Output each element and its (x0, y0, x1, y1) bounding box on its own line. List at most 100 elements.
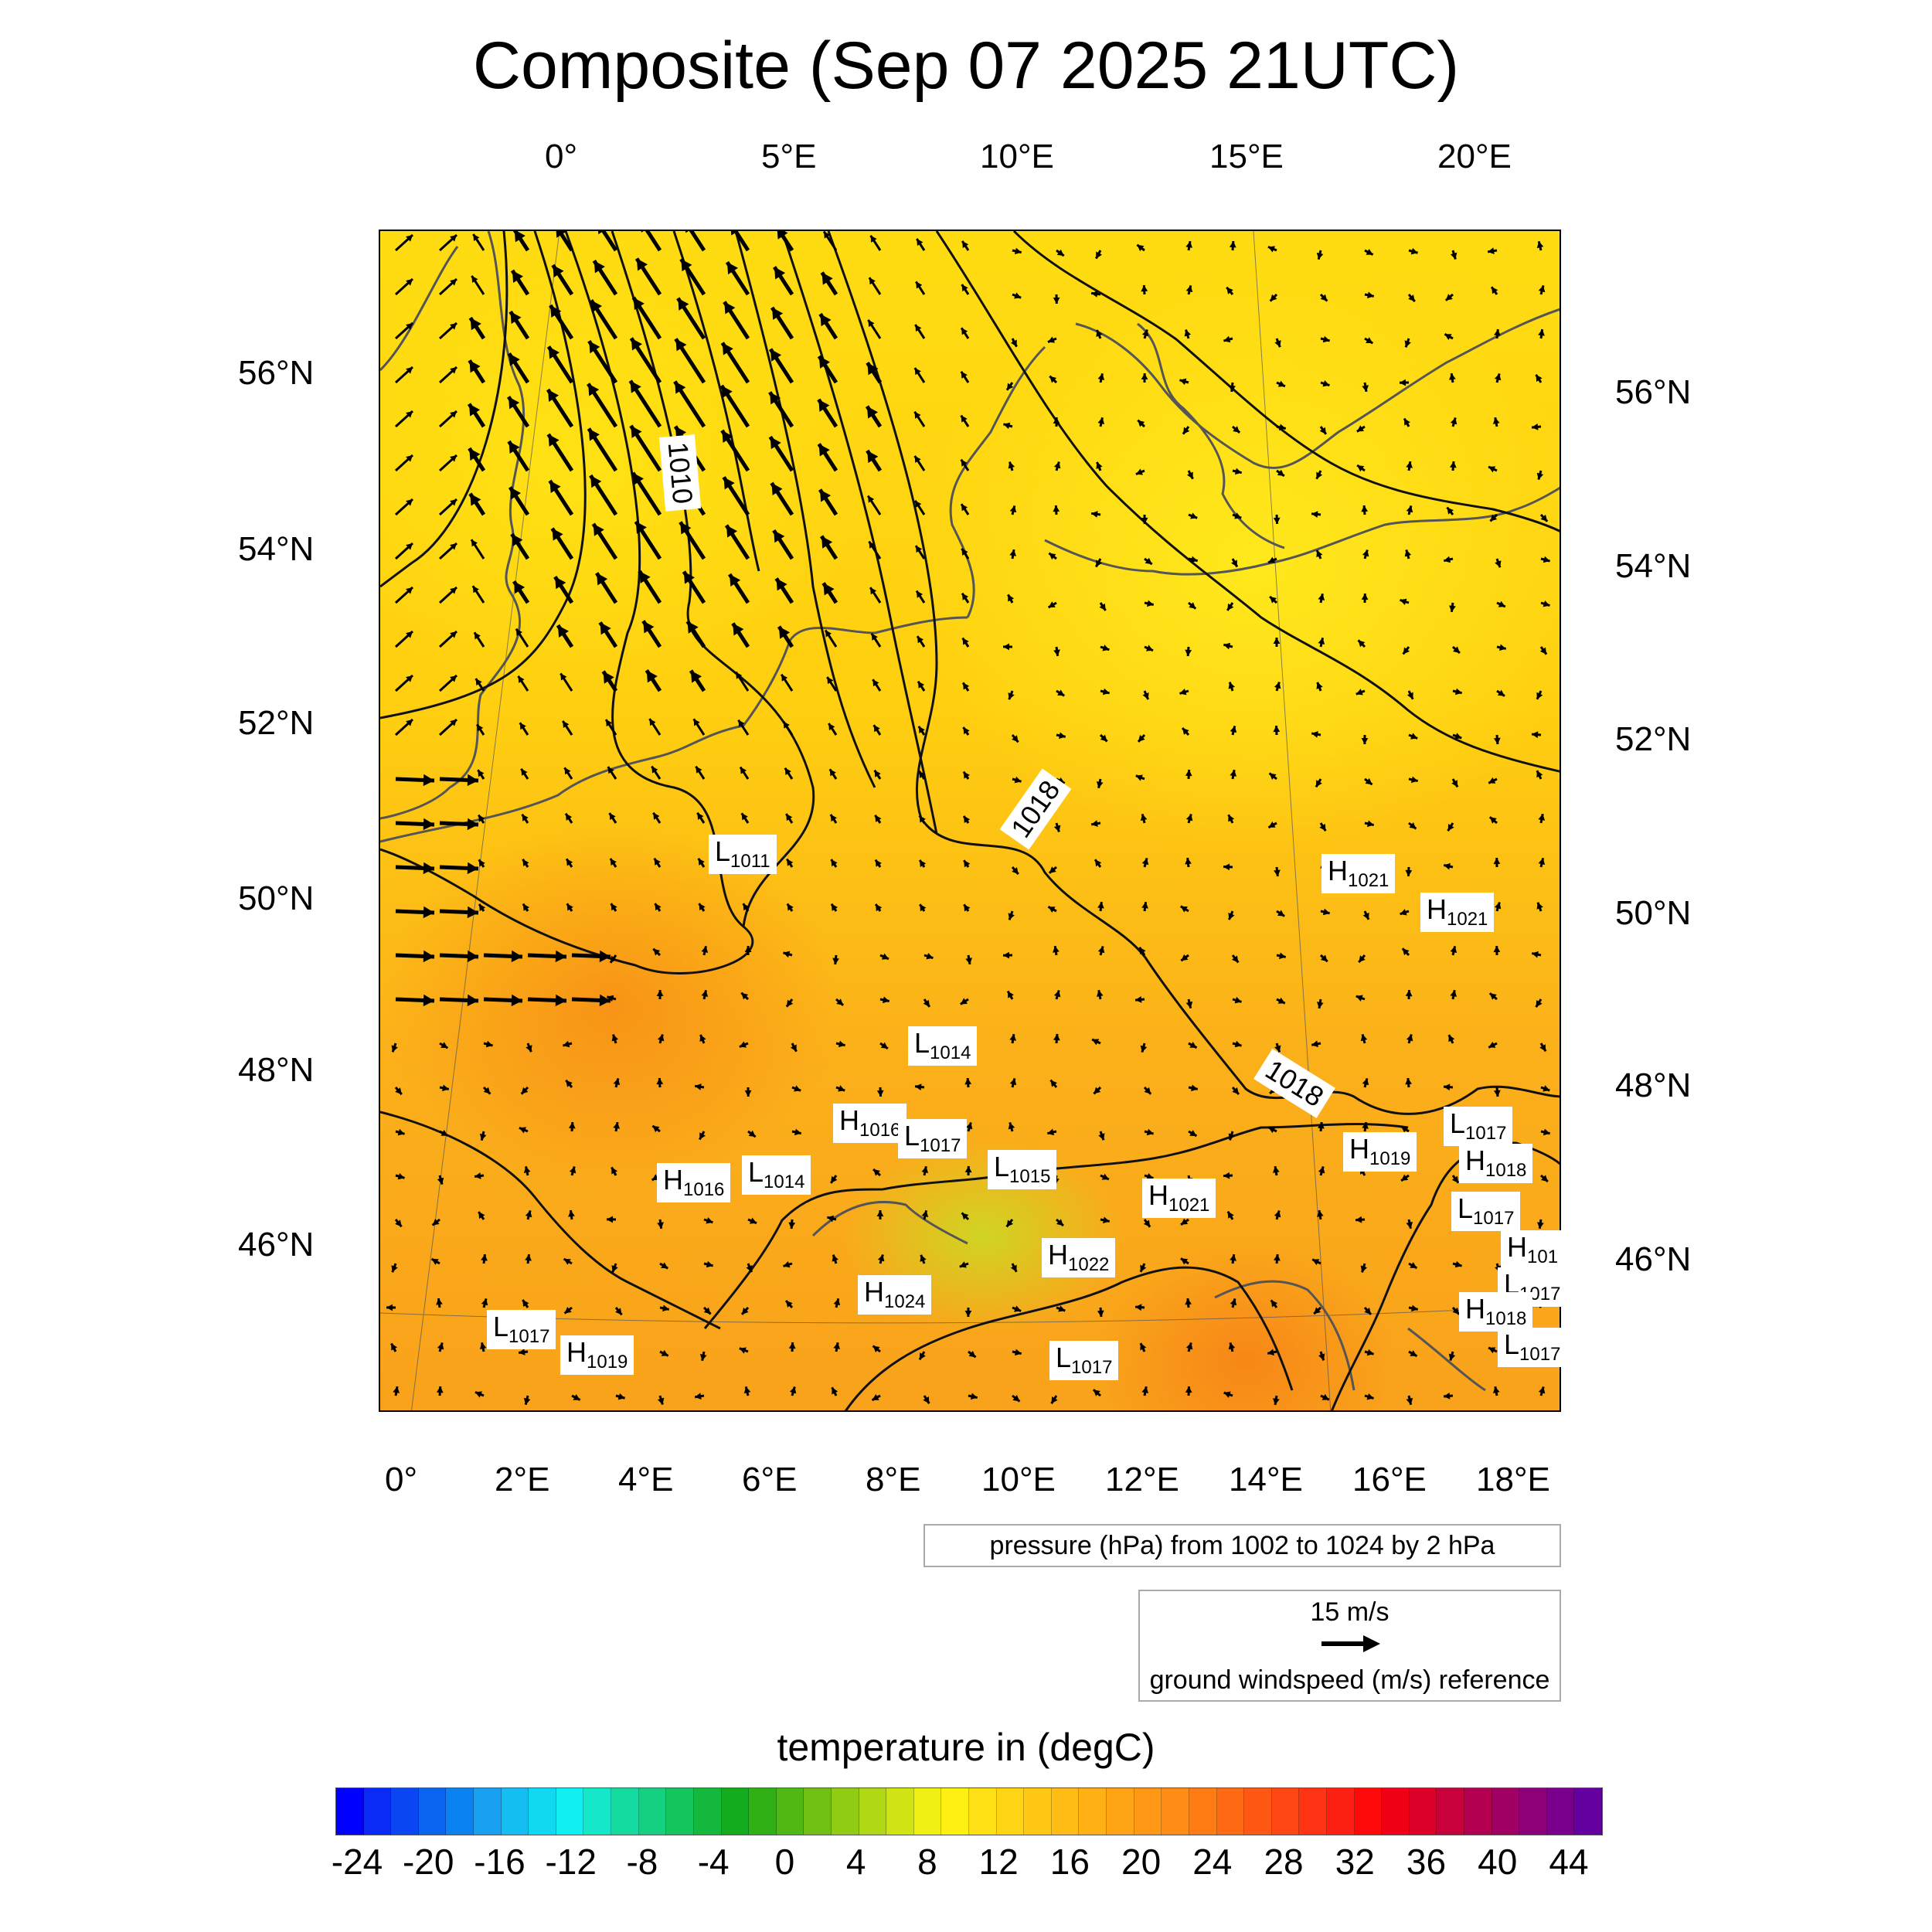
wind-arrow-head (1367, 291, 1374, 299)
wind-arrow-head (639, 571, 651, 584)
wind-arrow-head (1189, 602, 1196, 609)
wind-arrow-head (964, 1166, 972, 1173)
wind-arrow-head (431, 1259, 439, 1265)
colorbar-swatch (804, 1788, 832, 1835)
wind-arrow-head (509, 487, 522, 500)
wind-arrow-head (1141, 373, 1148, 380)
wind-arrow-head (923, 999, 930, 1007)
wind-arrow-head (1451, 780, 1458, 787)
wind-arrow-head (1404, 549, 1412, 557)
wind-arrow-head (1312, 1259, 1320, 1266)
colorbar-swatch (1107, 1788, 1134, 1835)
pressure-center-value: 1024 (884, 1291, 926, 1313)
wind-arrow-head (467, 906, 478, 919)
wind-arrow-head (1490, 514, 1498, 522)
wind-arrow-head (549, 481, 561, 493)
wind-arrow-head (917, 636, 924, 644)
wind-arrow-head (872, 679, 879, 687)
bottom-axis-label: 4°E (618, 1461, 674, 1498)
wind-arrow-head (919, 770, 926, 778)
wind-arrow-head (1053, 417, 1060, 424)
wind-arrow-head (917, 238, 923, 247)
wind-arrow-head (820, 314, 832, 327)
right-axis-label: 54°N (1615, 547, 1692, 585)
colorbar-tick-label: 12 (978, 1842, 1019, 1882)
wind-arrow-head (563, 720, 570, 728)
wind-arrow-head (1404, 418, 1410, 426)
wind-arrow-head (1230, 1254, 1236, 1261)
wind-arrow-head (1406, 1397, 1413, 1405)
wind-arrow-head (1095, 859, 1102, 867)
wind-arrow-head (1409, 822, 1417, 829)
wind-arrow-head (779, 626, 791, 639)
wind-arrow-head (680, 522, 692, 535)
wind-arrow-head (869, 541, 876, 549)
wind-arrow-head (560, 673, 567, 681)
wind-arrow-head (656, 990, 664, 997)
left-axis-label: 46°N (238, 1226, 315, 1264)
wind-arrow-head (1091, 820, 1098, 827)
wind-arrow-head (1048, 601, 1056, 608)
wind-arrow-head (1400, 909, 1407, 916)
wind-arrow-head (641, 231, 644, 233)
wind-arrow-head (1008, 913, 1015, 920)
wind-arrow-head (776, 578, 787, 591)
wind-arrow-head (730, 574, 741, 587)
wind-arrow-head (1141, 329, 1149, 337)
wind-arrow-head (1318, 594, 1325, 600)
pressure-center-label: L1017 (1498, 1328, 1567, 1367)
wind-arrow-head (964, 904, 971, 912)
wind-arrow-head (569, 1166, 577, 1174)
wind-arrow-head (867, 406, 879, 419)
wind-arrow-head (423, 774, 434, 787)
wind-arrow-head (450, 323, 457, 330)
wind-arrow-head (406, 499, 413, 506)
wind-arrow-head (1449, 605, 1456, 612)
wind-arrow-head (1098, 1133, 1105, 1141)
colorbar-tick-label: 8 (917, 1842, 937, 1882)
wind-arrow-head (474, 1391, 483, 1398)
wind-arrow-head (722, 430, 733, 443)
wind-arrow-head (820, 489, 832, 502)
wind-arrow-head (512, 534, 523, 546)
wind-arrow-head (739, 1347, 747, 1354)
wind-arrow-head (509, 441, 520, 454)
wind-arrow-head (1270, 596, 1277, 604)
wind-arrow-head (1451, 1175, 1459, 1183)
wind-arrow-head (1449, 461, 1457, 468)
bottom-axis-label: 8°E (866, 1461, 921, 1498)
wind-arrow-head (548, 389, 560, 403)
colorbar-tick-label: -16 (474, 1842, 526, 1882)
wind-arrow-head (656, 1078, 664, 1085)
wind-arrow (733, 231, 750, 252)
bottom-axis-label: 10°E (981, 1461, 1056, 1498)
wind-arrow-head (1274, 1254, 1281, 1261)
wind-arrow-head (1234, 468, 1242, 475)
wind-arrow-head (741, 992, 749, 1000)
colorbar-tick-label: 44 (1549, 1842, 1589, 1882)
wind-arrow-head (1141, 1386, 1149, 1393)
wind-arrow-head (1360, 1034, 1368, 1042)
wind-arrow-head (818, 355, 831, 369)
wind-arrow-head (1411, 1304, 1418, 1312)
wind-arrow-head (450, 587, 457, 594)
wind-arrow-head (1268, 1127, 1276, 1134)
wind-arrow-head (477, 724, 484, 732)
wind-arrow-head (555, 577, 566, 590)
wind-arrow-head (740, 767, 747, 774)
pressure-center-value: 1021 (1447, 909, 1488, 930)
wind-arrow-head (726, 525, 738, 538)
wind-arrow-head (1008, 1122, 1015, 1130)
wind-arrow-head (568, 1122, 576, 1129)
wind-arrow-head (1405, 990, 1413, 997)
wind-arrow-head (440, 1042, 448, 1049)
pressure-center-type: H (1507, 1231, 1527, 1263)
wind-arrow-head (1492, 417, 1500, 424)
wind-arrow-head (519, 1349, 526, 1355)
wind-arrow-head (511, 950, 522, 963)
wind-arrow-head (749, 1217, 757, 1224)
wind-arrow-head (611, 1034, 619, 1042)
wind-arrow-head (1228, 815, 1235, 822)
wind-arrow-head (1223, 1391, 1231, 1398)
wind-arrow-head (1538, 1386, 1546, 1394)
